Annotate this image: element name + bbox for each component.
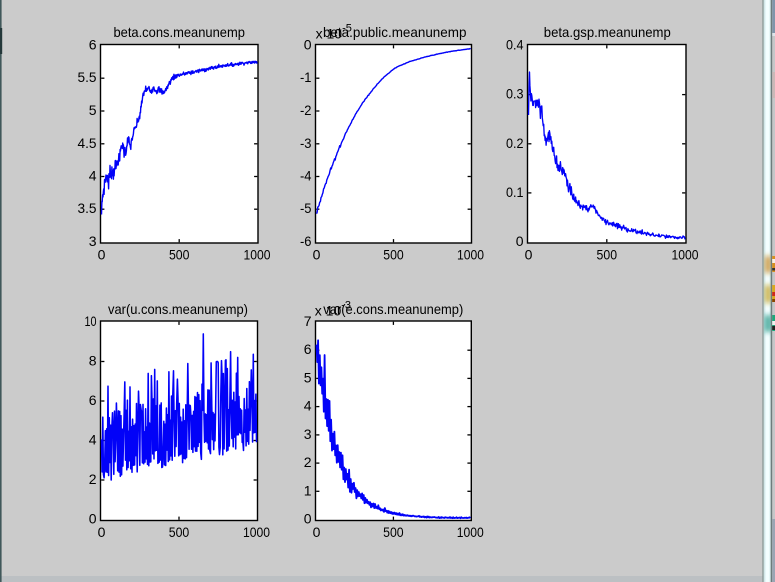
svg-text:3: 3 — [89, 233, 97, 249]
svg-text:-5: -5 — [300, 200, 312, 216]
svg-text:3: 3 — [304, 426, 312, 442]
svg-text:1000: 1000 — [243, 524, 270, 540]
svg-text:5: 5 — [304, 369, 312, 385]
svg-text:var(u.cons.meanunemp): var(u.cons.meanunemp) — [108, 301, 248, 317]
svg-text:7: 7 — [304, 313, 312, 329]
svg-text:-1: -1 — [300, 69, 312, 85]
svg-text:-3: -3 — [300, 135, 312, 151]
svg-text:0: 0 — [304, 37, 312, 53]
svg-text:var(e.cons.meanunemp): var(e.cons.meanunemp) — [323, 301, 463, 317]
svg-text:0: 0 — [313, 247, 321, 263]
svg-text:8: 8 — [89, 353, 97, 369]
svg-text:0.4: 0.4 — [506, 37, 524, 53]
svg-text:1000: 1000 — [457, 247, 484, 263]
svg-text:0: 0 — [89, 511, 97, 527]
svg-text:1: 1 — [304, 482, 312, 498]
svg-text:6: 6 — [304, 341, 312, 357]
svg-text:-4: -4 — [300, 168, 312, 184]
svg-text:500: 500 — [169, 524, 190, 540]
svg-text:4: 4 — [304, 398, 312, 414]
svg-text:500: 500 — [169, 247, 190, 263]
svg-text:0: 0 — [313, 524, 321, 540]
svg-text:beta.cons.meanunemp: beta.cons.meanunemp — [113, 24, 245, 40]
svg-text:0: 0 — [98, 247, 106, 263]
svg-text:1000: 1000 — [244, 247, 271, 263]
svg-text:10: 10 — [85, 313, 97, 329]
svg-text:0: 0 — [98, 524, 106, 540]
svg-text:beta.gsp.meanunemp: beta.gsp.meanunemp — [544, 24, 671, 40]
svg-text:0.3: 0.3 — [506, 86, 524, 102]
svg-text:3.5: 3.5 — [78, 200, 97, 216]
svg-text:0.2: 0.2 — [506, 135, 524, 151]
svg-text:1000: 1000 — [457, 524, 484, 540]
svg-text:6: 6 — [89, 392, 97, 408]
svg-text:6: 6 — [89, 37, 97, 53]
svg-text:500: 500 — [383, 524, 404, 540]
svg-text:-2: -2 — [300, 102, 312, 118]
svg-text:0: 0 — [304, 511, 312, 527]
svg-text:2: 2 — [304, 454, 312, 470]
svg-text:0: 0 — [516, 233, 524, 249]
svg-text:1000: 1000 — [672, 247, 699, 263]
svg-text:-6: -6 — [300, 233, 312, 249]
svg-text:4: 4 — [89, 168, 97, 184]
svg-text:2: 2 — [89, 471, 97, 487]
svg-text:500: 500 — [597, 247, 618, 263]
svg-text:5: 5 — [89, 102, 97, 118]
svg-text:5.5: 5.5 — [78, 69, 97, 85]
svg-text:4: 4 — [89, 432, 97, 448]
svg-text:500: 500 — [383, 247, 404, 263]
svg-text:0.1: 0.1 — [506, 184, 524, 200]
svg-text:4.5: 4.5 — [78, 135, 97, 151]
svg-text:beta.public.meanunemp: beta.public.meanunemp — [323, 24, 467, 40]
svg-text:0: 0 — [525, 247, 533, 263]
